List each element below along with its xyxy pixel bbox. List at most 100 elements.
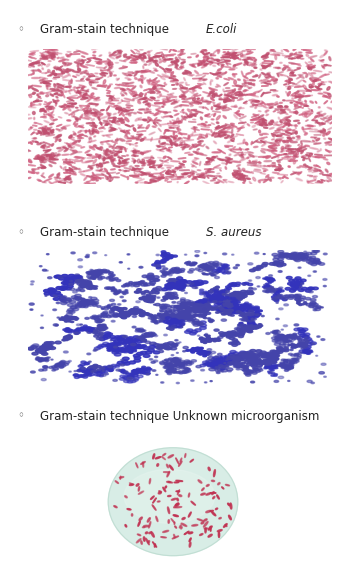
- Ellipse shape: [285, 254, 291, 256]
- Ellipse shape: [163, 257, 167, 259]
- Ellipse shape: [99, 371, 103, 373]
- Ellipse shape: [132, 167, 135, 170]
- Ellipse shape: [215, 277, 219, 278]
- Ellipse shape: [243, 139, 245, 144]
- Ellipse shape: [132, 168, 138, 170]
- Ellipse shape: [263, 168, 268, 170]
- Ellipse shape: [289, 340, 291, 342]
- Ellipse shape: [129, 373, 135, 376]
- Ellipse shape: [166, 362, 172, 364]
- Ellipse shape: [111, 160, 114, 162]
- Ellipse shape: [128, 346, 132, 348]
- Ellipse shape: [75, 305, 81, 308]
- Ellipse shape: [157, 122, 161, 126]
- Ellipse shape: [89, 284, 92, 285]
- Ellipse shape: [293, 294, 299, 297]
- Ellipse shape: [145, 111, 151, 113]
- Ellipse shape: [80, 364, 85, 366]
- Ellipse shape: [232, 56, 235, 60]
- Ellipse shape: [243, 59, 249, 60]
- Ellipse shape: [223, 332, 228, 335]
- Ellipse shape: [44, 344, 49, 347]
- Ellipse shape: [266, 361, 269, 363]
- Ellipse shape: [171, 282, 175, 284]
- Ellipse shape: [134, 56, 139, 57]
- Ellipse shape: [329, 144, 333, 145]
- Ellipse shape: [292, 346, 295, 347]
- Ellipse shape: [269, 279, 272, 280]
- Ellipse shape: [212, 111, 221, 113]
- Ellipse shape: [63, 62, 66, 65]
- Ellipse shape: [129, 175, 139, 176]
- Ellipse shape: [149, 299, 154, 301]
- Ellipse shape: [286, 341, 289, 342]
- Ellipse shape: [309, 258, 315, 261]
- Ellipse shape: [241, 329, 246, 332]
- Ellipse shape: [244, 373, 249, 375]
- Ellipse shape: [166, 361, 171, 364]
- Ellipse shape: [137, 346, 142, 348]
- Ellipse shape: [305, 166, 308, 168]
- Ellipse shape: [248, 331, 253, 333]
- Ellipse shape: [85, 115, 91, 118]
- Ellipse shape: [255, 314, 259, 316]
- Ellipse shape: [117, 53, 121, 55]
- Ellipse shape: [327, 162, 330, 165]
- Ellipse shape: [206, 306, 211, 308]
- Ellipse shape: [201, 315, 205, 316]
- Ellipse shape: [67, 282, 74, 285]
- Ellipse shape: [219, 301, 224, 303]
- Ellipse shape: [176, 270, 181, 272]
- Ellipse shape: [274, 142, 278, 144]
- Ellipse shape: [207, 296, 211, 298]
- Ellipse shape: [103, 121, 108, 122]
- Ellipse shape: [114, 50, 121, 53]
- Ellipse shape: [64, 179, 71, 180]
- Ellipse shape: [129, 144, 130, 145]
- Ellipse shape: [131, 94, 135, 96]
- Ellipse shape: [160, 94, 162, 96]
- Ellipse shape: [223, 48, 233, 49]
- Ellipse shape: [99, 375, 103, 377]
- Ellipse shape: [122, 335, 127, 338]
- Ellipse shape: [294, 283, 300, 285]
- Ellipse shape: [176, 283, 182, 286]
- Ellipse shape: [51, 73, 56, 76]
- Ellipse shape: [172, 301, 176, 303]
- Ellipse shape: [65, 331, 70, 332]
- Ellipse shape: [118, 292, 120, 293]
- Ellipse shape: [92, 178, 97, 179]
- Ellipse shape: [262, 144, 266, 146]
- Ellipse shape: [67, 103, 73, 104]
- Ellipse shape: [131, 55, 137, 57]
- Ellipse shape: [34, 138, 37, 139]
- Ellipse shape: [139, 297, 144, 300]
- Ellipse shape: [148, 277, 154, 279]
- Ellipse shape: [97, 329, 101, 331]
- Ellipse shape: [240, 309, 244, 311]
- Ellipse shape: [235, 301, 240, 303]
- Ellipse shape: [116, 57, 118, 59]
- Ellipse shape: [93, 109, 98, 112]
- Ellipse shape: [168, 455, 174, 458]
- Ellipse shape: [326, 180, 329, 182]
- Ellipse shape: [271, 279, 273, 280]
- Ellipse shape: [281, 329, 283, 330]
- Ellipse shape: [61, 91, 63, 95]
- Ellipse shape: [58, 134, 61, 138]
- Ellipse shape: [155, 63, 158, 66]
- Ellipse shape: [80, 130, 84, 131]
- Ellipse shape: [213, 307, 217, 309]
- Ellipse shape: [143, 66, 144, 69]
- Ellipse shape: [95, 274, 98, 275]
- Ellipse shape: [265, 367, 268, 368]
- Ellipse shape: [237, 309, 243, 312]
- Ellipse shape: [139, 347, 143, 348]
- Ellipse shape: [70, 144, 74, 146]
- Ellipse shape: [32, 138, 36, 139]
- Ellipse shape: [295, 149, 299, 150]
- Ellipse shape: [110, 121, 116, 123]
- Ellipse shape: [254, 308, 260, 310]
- Ellipse shape: [47, 102, 52, 104]
- Ellipse shape: [140, 162, 144, 164]
